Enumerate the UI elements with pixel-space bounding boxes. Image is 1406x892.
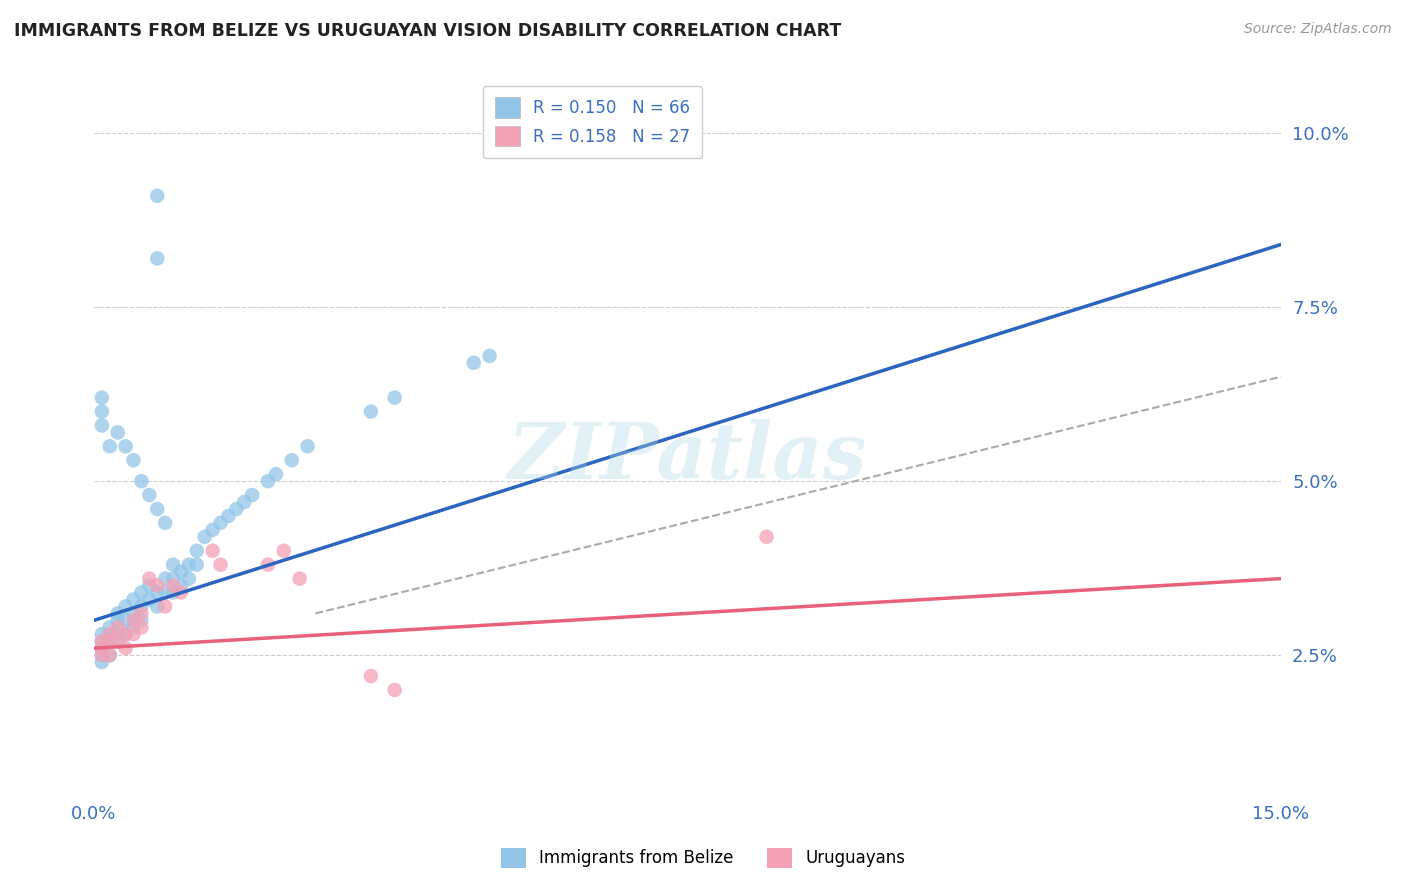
Point: [131, 474, 153, 488]
Point: [98, 648, 121, 662]
Point: [122, 592, 145, 607]
Point: [138, 572, 160, 586]
Point: [98, 648, 121, 662]
Point: [90, 648, 112, 662]
Point: [114, 599, 136, 614]
Point: [131, 620, 153, 634]
Point: [90, 634, 112, 648]
Point: [153, 516, 176, 530]
Point: [131, 585, 153, 599]
Point: [162, 572, 184, 586]
Point: [162, 558, 184, 572]
Point: [114, 439, 136, 453]
Point: [107, 607, 129, 621]
Point: [90, 627, 112, 641]
Point: [107, 634, 129, 648]
Point: [257, 474, 280, 488]
Point: [162, 585, 184, 599]
Point: [90, 655, 112, 669]
Point: [90, 641, 112, 656]
Point: [122, 453, 145, 467]
Point: [153, 599, 176, 614]
Point: [114, 627, 136, 641]
Point: [281, 453, 304, 467]
Point: [170, 565, 193, 579]
Point: [153, 585, 176, 599]
Point: [257, 558, 280, 572]
Point: [107, 627, 129, 641]
Point: [98, 439, 121, 453]
Point: [90, 418, 112, 433]
Point: [201, 543, 224, 558]
Text: ZIPatlas: ZIPatlas: [508, 419, 868, 496]
Point: [107, 620, 129, 634]
Point: [131, 607, 153, 621]
Point: [131, 599, 153, 614]
Point: [122, 613, 145, 627]
Point: [186, 558, 208, 572]
Point: [98, 627, 121, 641]
Point: [138, 578, 160, 592]
Point: [90, 634, 112, 648]
Point: [153, 572, 176, 586]
Point: [384, 682, 406, 697]
Point: [122, 607, 145, 621]
Point: [217, 508, 239, 523]
Point: [90, 641, 112, 656]
Legend: Immigrants from Belize, Uruguayans: Immigrants from Belize, Uruguayans: [494, 841, 912, 875]
Point: [240, 488, 263, 502]
Point: [146, 599, 169, 614]
Legend: R = 0.150   N = 66, R = 0.158   N = 27: R = 0.150 N = 66, R = 0.158 N = 27: [484, 86, 702, 158]
Point: [90, 404, 112, 418]
Point: [146, 578, 169, 592]
Point: [122, 627, 145, 641]
Point: [273, 543, 295, 558]
Point: [755, 530, 778, 544]
Point: [146, 188, 169, 202]
Point: [138, 488, 160, 502]
Point: [107, 613, 129, 627]
Point: [186, 543, 208, 558]
Point: [225, 502, 247, 516]
Point: [360, 669, 382, 683]
Point: [138, 592, 160, 607]
Point: [90, 648, 112, 662]
Point: [146, 502, 169, 516]
Point: [98, 634, 121, 648]
Point: [122, 620, 145, 634]
Point: [131, 613, 153, 627]
Point: [146, 252, 169, 266]
Point: [170, 578, 193, 592]
Point: [98, 620, 121, 634]
Point: [209, 516, 232, 530]
Point: [478, 349, 501, 363]
Point: [107, 634, 129, 648]
Point: [107, 425, 129, 440]
Point: [170, 585, 193, 599]
Text: Source: ZipAtlas.com: Source: ZipAtlas.com: [1244, 22, 1392, 37]
Point: [209, 558, 232, 572]
Point: [360, 404, 382, 418]
Point: [233, 495, 256, 509]
Point: [264, 467, 287, 482]
Point: [114, 627, 136, 641]
Point: [384, 391, 406, 405]
Point: [90, 391, 112, 405]
Point: [114, 613, 136, 627]
Point: [177, 558, 200, 572]
Point: [98, 634, 121, 648]
Point: [162, 578, 184, 592]
Point: [177, 572, 200, 586]
Point: [297, 439, 319, 453]
Point: [463, 356, 485, 370]
Point: [194, 530, 217, 544]
Point: [114, 641, 136, 656]
Point: [288, 572, 311, 586]
Point: [146, 585, 169, 599]
Point: [201, 523, 224, 537]
Point: [98, 627, 121, 641]
Text: IMMIGRANTS FROM BELIZE VS URUGUAYAN VISION DISABILITY CORRELATION CHART: IMMIGRANTS FROM BELIZE VS URUGUAYAN VISI…: [14, 22, 841, 40]
